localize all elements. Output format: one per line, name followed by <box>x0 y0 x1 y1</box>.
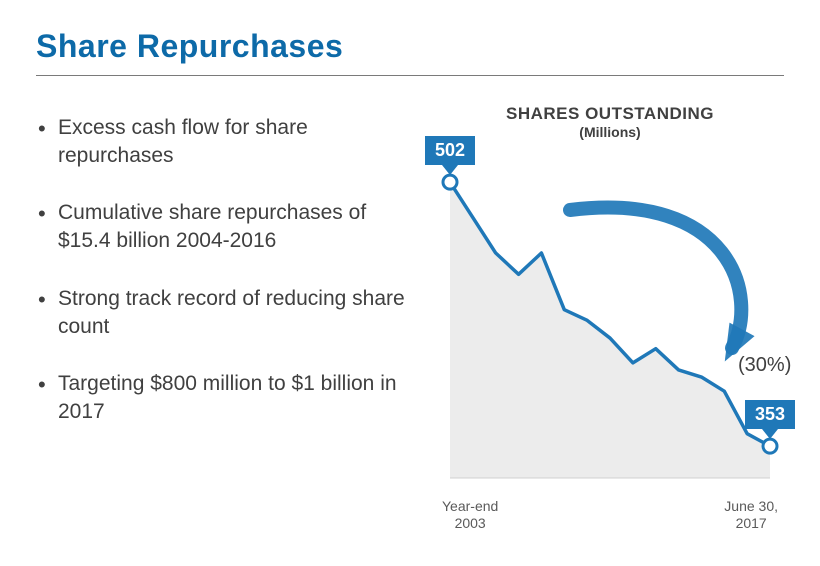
chart-title: SHARES OUTSTANDING <box>436 104 784 124</box>
data-callout: 353 <box>745 400 795 429</box>
x-axis-label-line: June 30, <box>724 498 778 514</box>
shares-outstanding-chart: SHARES OUTSTANDING (Millions) (30%) 5023… <box>436 104 784 532</box>
chart-svg <box>440 148 780 498</box>
x-axis-label-line: 2003 <box>455 515 486 531</box>
x-axis-label-right: June 30, 2017 <box>724 498 778 532</box>
bullet-item: Excess cash flow for share repurchases <box>36 114 416 169</box>
bullet-list: Excess cash flow for share repurchases C… <box>36 104 416 532</box>
x-axis-label-line: Year-end <box>442 498 498 514</box>
x-axis-label-line: 2017 <box>736 515 767 531</box>
chart-subtitle: (Millions) <box>436 124 784 140</box>
bullet-item: Strong track record of reducing share co… <box>36 285 416 340</box>
percent-change-label: (30%) <box>738 354 791 377</box>
data-callout: 502 <box>425 136 475 165</box>
page-title: Share Repurchases <box>36 28 784 65</box>
bullet-item: Targeting $800 million to $1 billion in … <box>36 370 416 425</box>
bullet-item: Cumulative share repurchases of $15.4 bi… <box>36 199 416 254</box>
x-axis-label-left: Year-end 2003 <box>442 498 498 532</box>
title-divider <box>36 75 784 76</box>
